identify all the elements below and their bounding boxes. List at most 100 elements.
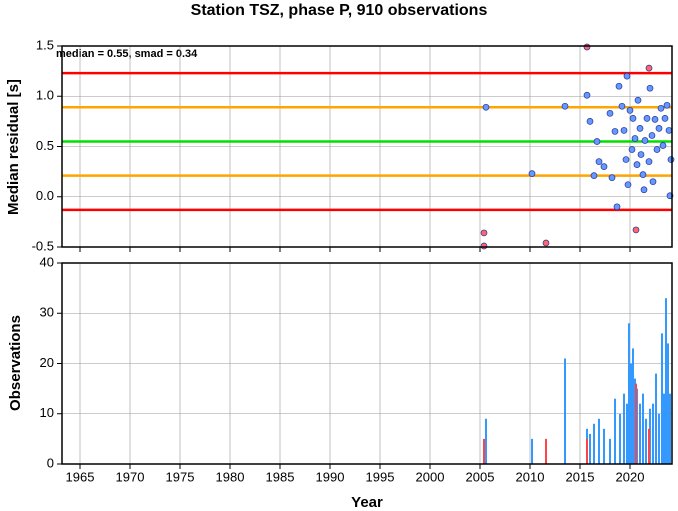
y-tick-label: 0.0 — [36, 188, 54, 203]
point — [626, 106, 634, 114]
x-tick-label: 2010 — [516, 469, 545, 484]
bar — [619, 413, 621, 464]
point — [622, 156, 630, 163]
bar — [626, 403, 628, 464]
bar — [623, 393, 625, 464]
point — [648, 132, 656, 139]
bar — [483, 438, 485, 464]
point — [624, 181, 632, 189]
bar — [658, 413, 660, 464]
bar — [632, 348, 634, 464]
point — [480, 229, 488, 237]
annotation: median = 0.55, smad = 0.34 — [56, 48, 198, 60]
bar — [598, 418, 600, 464]
point — [620, 127, 628, 134]
y-tick-label: 40 — [40, 254, 54, 269]
x-tick-label: 2000 — [416, 469, 445, 484]
point — [613, 203, 621, 211]
point — [639, 171, 647, 178]
point — [590, 172, 598, 179]
point — [595, 158, 603, 165]
point — [634, 96, 642, 104]
point — [640, 186, 648, 194]
bar — [589, 433, 591, 464]
x-tick-label: 1995 — [366, 469, 395, 484]
y-tick-label: 30 — [40, 305, 54, 320]
point — [653, 146, 661, 153]
point — [663, 101, 671, 109]
point — [628, 146, 636, 153]
y-tick-label: 0 — [47, 455, 54, 470]
bar — [628, 323, 630, 464]
point — [633, 161, 641, 168]
bar — [652, 403, 654, 464]
point — [611, 128, 619, 135]
bar — [642, 393, 644, 464]
plot-frame — [61, 45, 673, 248]
point — [665, 127, 673, 134]
bar — [665, 298, 667, 464]
y-axis-label: Median residual [s] — [5, 79, 22, 215]
bar — [645, 418, 647, 464]
point — [615, 82, 623, 90]
point — [583, 43, 591, 51]
point — [661, 115, 669, 122]
point — [608, 174, 616, 182]
bar — [485, 418, 487, 464]
bar — [531, 438, 533, 464]
point — [482, 103, 490, 111]
point — [667, 156, 675, 163]
y-tick-label: 10 — [40, 405, 54, 420]
bar — [655, 373, 657, 464]
point — [659, 142, 667, 149]
point — [542, 239, 550, 247]
x-tick-label: 1970 — [116, 469, 145, 484]
y-tick-label: -0.5 — [32, 238, 54, 253]
chart-title: Station TSZ, phase P, 910 observations — [191, 2, 488, 19]
y-tick-label: 1.0 — [36, 88, 54, 103]
bar — [545, 438, 547, 464]
point — [629, 115, 637, 122]
point — [631, 135, 639, 142]
point — [583, 91, 591, 99]
y-tick-label: 20 — [40, 355, 54, 370]
point — [623, 72, 631, 80]
y-tick-label: 0.5 — [36, 138, 54, 153]
point — [655, 125, 663, 132]
x-axis-label: Year — [351, 494, 383, 511]
bar — [635, 383, 637, 464]
point — [561, 102, 569, 110]
bar — [609, 438, 611, 464]
bar — [669, 393, 671, 464]
point — [645, 158, 653, 165]
point — [606, 109, 614, 117]
y-axis-label: Observations — [7, 315, 24, 411]
point — [632, 226, 640, 234]
plot-frame — [61, 262, 673, 465]
bar — [667, 343, 669, 464]
point — [641, 137, 649, 144]
bar — [593, 423, 595, 464]
bar — [663, 393, 665, 464]
bar — [661, 333, 663, 464]
point — [645, 64, 653, 72]
point — [636, 125, 644, 132]
x-tick-label: 1985 — [266, 469, 295, 484]
bar — [603, 428, 605, 464]
point — [593, 138, 601, 145]
bar — [630, 363, 632, 464]
x-tick-label: 2015 — [566, 469, 595, 484]
bar — [586, 438, 588, 464]
y-tick-label: 1.5 — [36, 37, 54, 52]
x-tick-label: 2020 — [616, 469, 645, 484]
point — [646, 84, 654, 92]
point — [651, 116, 659, 123]
bar — [614, 398, 616, 464]
point — [586, 118, 594, 125]
x-tick-label: 1965 — [66, 469, 95, 484]
x-tick-label: 2005 — [466, 469, 495, 484]
point — [649, 178, 657, 186]
point — [600, 163, 608, 170]
point — [618, 102, 626, 110]
